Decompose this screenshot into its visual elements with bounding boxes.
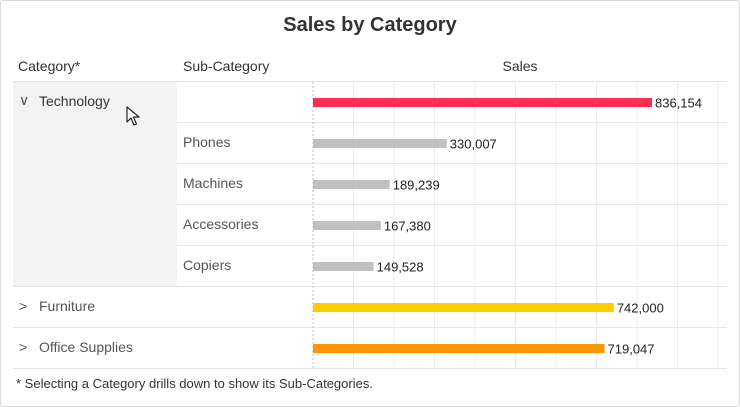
category-office-supplies[interactable]: > Office Supplies xyxy=(19,339,133,355)
chevron-right-icon: > xyxy=(19,339,28,355)
row-divider xyxy=(13,368,727,369)
row-divider xyxy=(13,327,727,328)
header-sales[interactable]: Sales xyxy=(502,58,538,74)
header-sub-category[interactable]: Sub-Category xyxy=(183,58,270,74)
chart-title: Sales by Category xyxy=(283,14,457,36)
data-label: 719,047 xyxy=(608,342,655,357)
sub-category-copiers[interactable]: Copiers xyxy=(183,257,232,273)
row-divider xyxy=(177,245,727,246)
category-furniture[interactable]: > Furniture xyxy=(19,298,95,314)
row-divider xyxy=(177,204,727,205)
data-label: 836,154 xyxy=(655,96,702,111)
sub-category-accessories[interactable]: Accessories xyxy=(183,216,259,232)
row-divider xyxy=(177,163,727,164)
row-divider xyxy=(177,122,727,123)
data-label: 167,380 xyxy=(384,219,431,234)
data-label: 149,528 xyxy=(377,260,424,275)
row-divider xyxy=(13,81,727,82)
data-label: 330,007 xyxy=(450,137,497,152)
mouse-pointer-icon xyxy=(126,106,140,126)
bar-machines[interactable] xyxy=(313,180,390,189)
header-category[interactable]: Category* xyxy=(18,58,81,74)
sub-category-machines[interactable]: Machines xyxy=(183,175,243,191)
footnote: * Selecting a Category drills down to sh… xyxy=(16,376,373,391)
category-label: Furniture xyxy=(39,298,96,314)
drill-down-area xyxy=(13,82,177,286)
bar-accessories[interactable] xyxy=(313,221,381,230)
bar-phones[interactable] xyxy=(313,139,447,148)
row-divider xyxy=(13,286,727,287)
data-label: 189,239 xyxy=(393,178,440,193)
bar-office-supplies[interactable] xyxy=(313,344,605,353)
bar-copiers[interactable] xyxy=(313,262,374,271)
data-label: 742,000 xyxy=(617,301,664,316)
chevron-down-icon: ∨ xyxy=(19,92,30,108)
sub-category-phones[interactable]: Phones xyxy=(183,134,231,150)
chevron-right-icon: > xyxy=(19,298,28,314)
bar-furniture[interactable] xyxy=(313,303,614,312)
category-label: Office Supplies xyxy=(39,339,133,355)
bar-technology[interactable] xyxy=(313,98,652,107)
category-label: Technology xyxy=(39,92,110,109)
category-technology[interactable]: ∨ Technology xyxy=(19,92,110,109)
